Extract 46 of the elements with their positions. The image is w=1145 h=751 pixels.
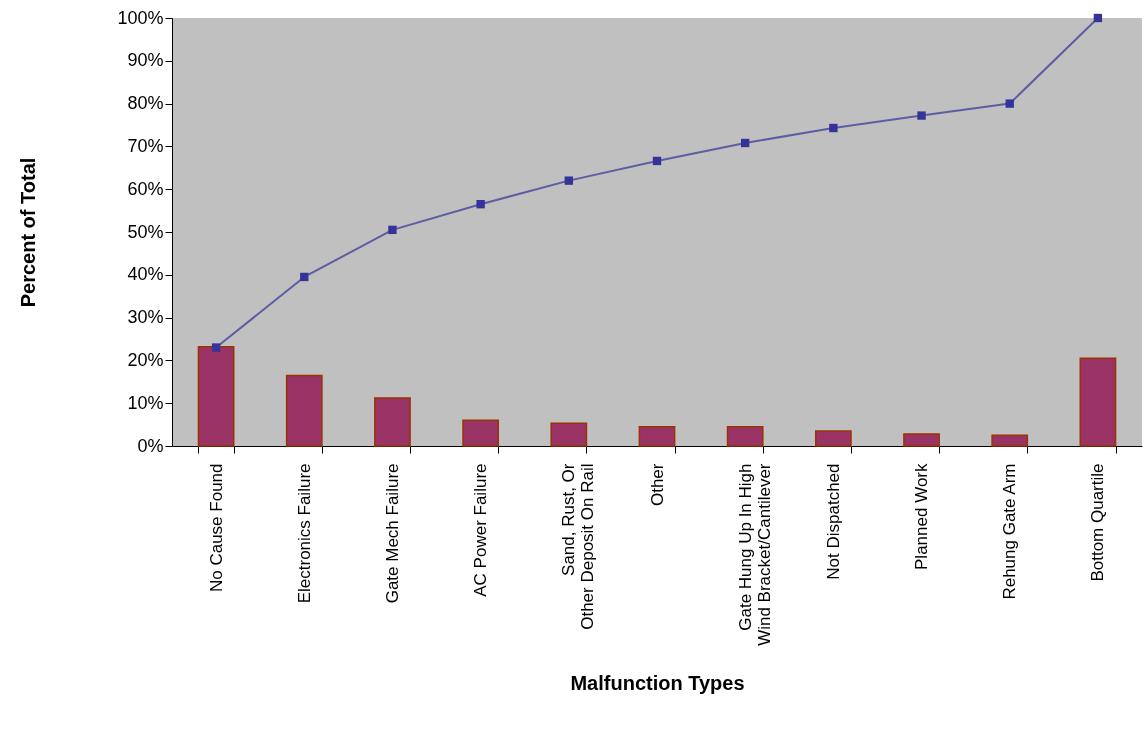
y-tick-label: 70% <box>127 135 164 156</box>
x-tick-label: Not Dispatched <box>823 463 843 580</box>
y-tick-label: 40% <box>127 264 164 285</box>
x-tick-label: Gate Hung Up In High Wind Bracket/Cantilever <box>735 463 774 646</box>
point <box>917 111 926 120</box>
bar <box>197 345 235 447</box>
point <box>476 200 485 209</box>
y-tick-label: 20% <box>127 349 164 370</box>
y-tick-label: 100% <box>117 7 164 28</box>
y-tick-label: 50% <box>127 221 164 242</box>
point <box>829 123 838 133</box>
x-tick-label: Other <box>647 463 667 507</box>
point <box>652 156 662 166</box>
y-tick-label: 30% <box>127 307 164 328</box>
point <box>1093 13 1103 23</box>
y-tick-label: 10% <box>127 392 164 413</box>
x-tick-label: Gate Mech Failure <box>382 463 402 604</box>
bar <box>638 425 676 447</box>
point <box>300 272 309 282</box>
x-tick-label: AC Power Failure <box>471 463 491 597</box>
x-tick-label: Sand, Rust, Or Other Deposit On Rail <box>559 463 598 630</box>
y-axis-title: Percent of Total <box>17 157 40 308</box>
bar <box>462 419 500 447</box>
bar <box>903 433 940 447</box>
bar <box>1079 357 1117 447</box>
x-tick-label: Planned Work <box>912 463 932 570</box>
bar <box>726 425 764 447</box>
bar <box>374 397 411 447</box>
point <box>564 176 573 185</box>
x-tick-label: No Cause Found <box>206 463 226 593</box>
bar <box>550 422 588 447</box>
y-tick-label: 80% <box>127 93 164 114</box>
x-tick-label: Electronics Failure <box>294 463 314 604</box>
x-tick-label: Rehung Gate Arm <box>1000 463 1020 600</box>
point <box>1005 99 1014 108</box>
bar <box>814 430 852 447</box>
x-tick-label: Bottom Quartile <box>1088 463 1108 582</box>
y-tick-label: 60% <box>127 178 164 199</box>
point <box>211 343 221 352</box>
x-axis-title: Malfunction Types <box>570 671 745 694</box>
y-tick-label: 90% <box>127 50 164 71</box>
point <box>741 138 750 148</box>
point <box>388 225 397 235</box>
bar <box>991 434 1029 447</box>
bar <box>285 374 323 447</box>
y-tick-label: 0% <box>137 435 164 456</box>
